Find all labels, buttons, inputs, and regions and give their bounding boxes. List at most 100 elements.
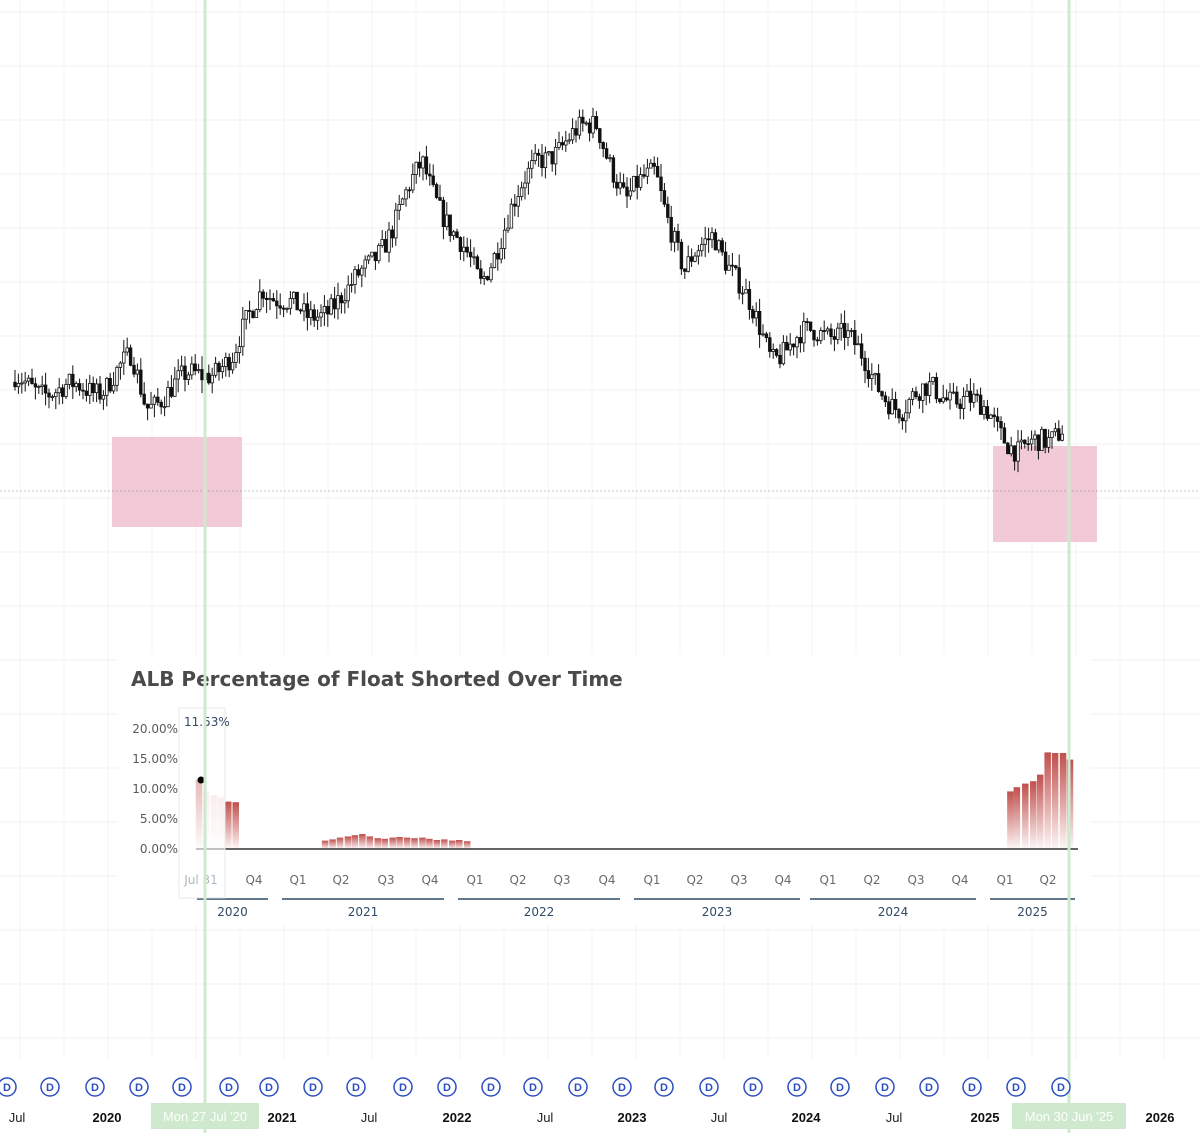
- event-marker[interactable]: D: [523, 1077, 543, 1097]
- candle: [604, 142, 609, 160]
- event-marker[interactable]: D: [612, 1077, 632, 1097]
- event-marker[interactable]: D: [172, 1077, 192, 1097]
- candle: [159, 399, 163, 415]
- x-axis-label: 2026: [1146, 1110, 1175, 1125]
- event-marker[interactable]: D: [346, 1077, 366, 1097]
- event-marker[interactable]: D: [259, 1077, 279, 1097]
- candle: [978, 387, 983, 415]
- candle: [360, 265, 364, 288]
- candle: [387, 222, 391, 263]
- event-marker[interactable]: D: [219, 1077, 239, 1097]
- candle: [856, 335, 860, 346]
- candle: [26, 374, 31, 387]
- candle: [394, 202, 398, 246]
- candle: [411, 163, 415, 194]
- candle: [853, 320, 857, 355]
- candle: [139, 358, 143, 398]
- candle: [98, 376, 102, 404]
- candle: [910, 387, 915, 406]
- candle: [550, 151, 554, 172]
- candle: [37, 384, 41, 394]
- event-marker[interactable]: D: [1006, 1077, 1026, 1097]
- event-marker[interactable]: D: [919, 1077, 939, 1097]
- candle: [1043, 428, 1047, 454]
- inset-y-tick: 0.00%: [140, 842, 178, 856]
- candle: [1019, 430, 1024, 450]
- event-marker[interactable]: D: [85, 1077, 105, 1097]
- candle: [1002, 422, 1007, 444]
- candle: [315, 309, 320, 330]
- event-marker[interactable]: D: [830, 1077, 850, 1097]
- candle: [723, 241, 728, 275]
- candle: [519, 181, 524, 201]
- candle: [390, 225, 395, 248]
- candle: [880, 390, 884, 400]
- candle: [689, 248, 694, 268]
- candle: [448, 214, 452, 242]
- candle: [54, 388, 58, 410]
- candle: [213, 356, 218, 378]
- candle: [485, 275, 490, 281]
- candle: [951, 382, 956, 395]
- event-marker[interactable]: D: [0, 1077, 17, 1097]
- candle: [1046, 429, 1051, 453]
- inset-quarter-label: Q3: [553, 873, 570, 887]
- candle: [312, 304, 316, 327]
- candle: [135, 363, 140, 384]
- inset-bar: [374, 838, 382, 849]
- event-marker[interactable]: D: [962, 1077, 982, 1097]
- event-marker[interactable]: D: [875, 1077, 895, 1097]
- crosshair-label-2: Mon 30 Jun '25: [1012, 1103, 1126, 1129]
- candle: [659, 163, 663, 202]
- event-marker[interactable]: D: [787, 1077, 807, 1097]
- event-marker[interactable]: D: [743, 1077, 763, 1097]
- candle: [730, 252, 735, 277]
- event-marker[interactable]: D: [654, 1077, 674, 1097]
- candle: [822, 320, 826, 341]
- candle: [1040, 426, 1044, 451]
- event-marker[interactable]: D: [481, 1077, 501, 1097]
- candle: [808, 321, 813, 333]
- candle: [509, 198, 514, 229]
- candle: [965, 383, 969, 397]
- inset-quarter-label: Q1: [289, 873, 306, 887]
- inset-year-label: 2024: [878, 905, 909, 919]
- candle: [47, 388, 51, 409]
- candle: [703, 226, 707, 258]
- event-marker[interactable]: D: [393, 1077, 413, 1097]
- candle: [64, 378, 68, 400]
- candle: [428, 163, 432, 186]
- candle: [434, 182, 439, 200]
- candle: [815, 336, 820, 346]
- candle: [961, 387, 966, 420]
- inset-bar: [329, 839, 336, 849]
- candle: [873, 372, 877, 385]
- inset-year-labels: 2020 2021 2022 2023 2024 2025: [197, 898, 1075, 919]
- inset-bar: [336, 837, 344, 849]
- candle: [506, 214, 510, 233]
- candle: [904, 399, 908, 433]
- candle: [628, 177, 633, 200]
- candle: [292, 291, 296, 305]
- candle: [615, 174, 619, 196]
- event-marker[interactable]: D: [568, 1077, 588, 1097]
- inset-bar: [344, 836, 352, 849]
- inset-bar: [321, 840, 329, 849]
- candle: [125, 337, 129, 356]
- candle: [438, 184, 442, 201]
- event-marker[interactable]: D: [303, 1077, 323, 1097]
- crosshair-label-1: Mon 27 Jul '20: [151, 1103, 259, 1129]
- candle: [115, 365, 119, 392]
- candle: [897, 408, 901, 424]
- candle: [975, 389, 979, 403]
- svg-text:D: D: [265, 1082, 273, 1094]
- candle: [326, 299, 330, 327]
- event-marker[interactable]: D: [129, 1077, 149, 1097]
- event-marker[interactable]: D: [1051, 1077, 1071, 1097]
- event-marker[interactable]: D: [437, 1077, 457, 1097]
- candle: [309, 300, 313, 326]
- event-marker[interactable]: D: [699, 1077, 719, 1097]
- candle: [302, 293, 306, 322]
- event-marker[interactable]: D: [40, 1077, 60, 1097]
